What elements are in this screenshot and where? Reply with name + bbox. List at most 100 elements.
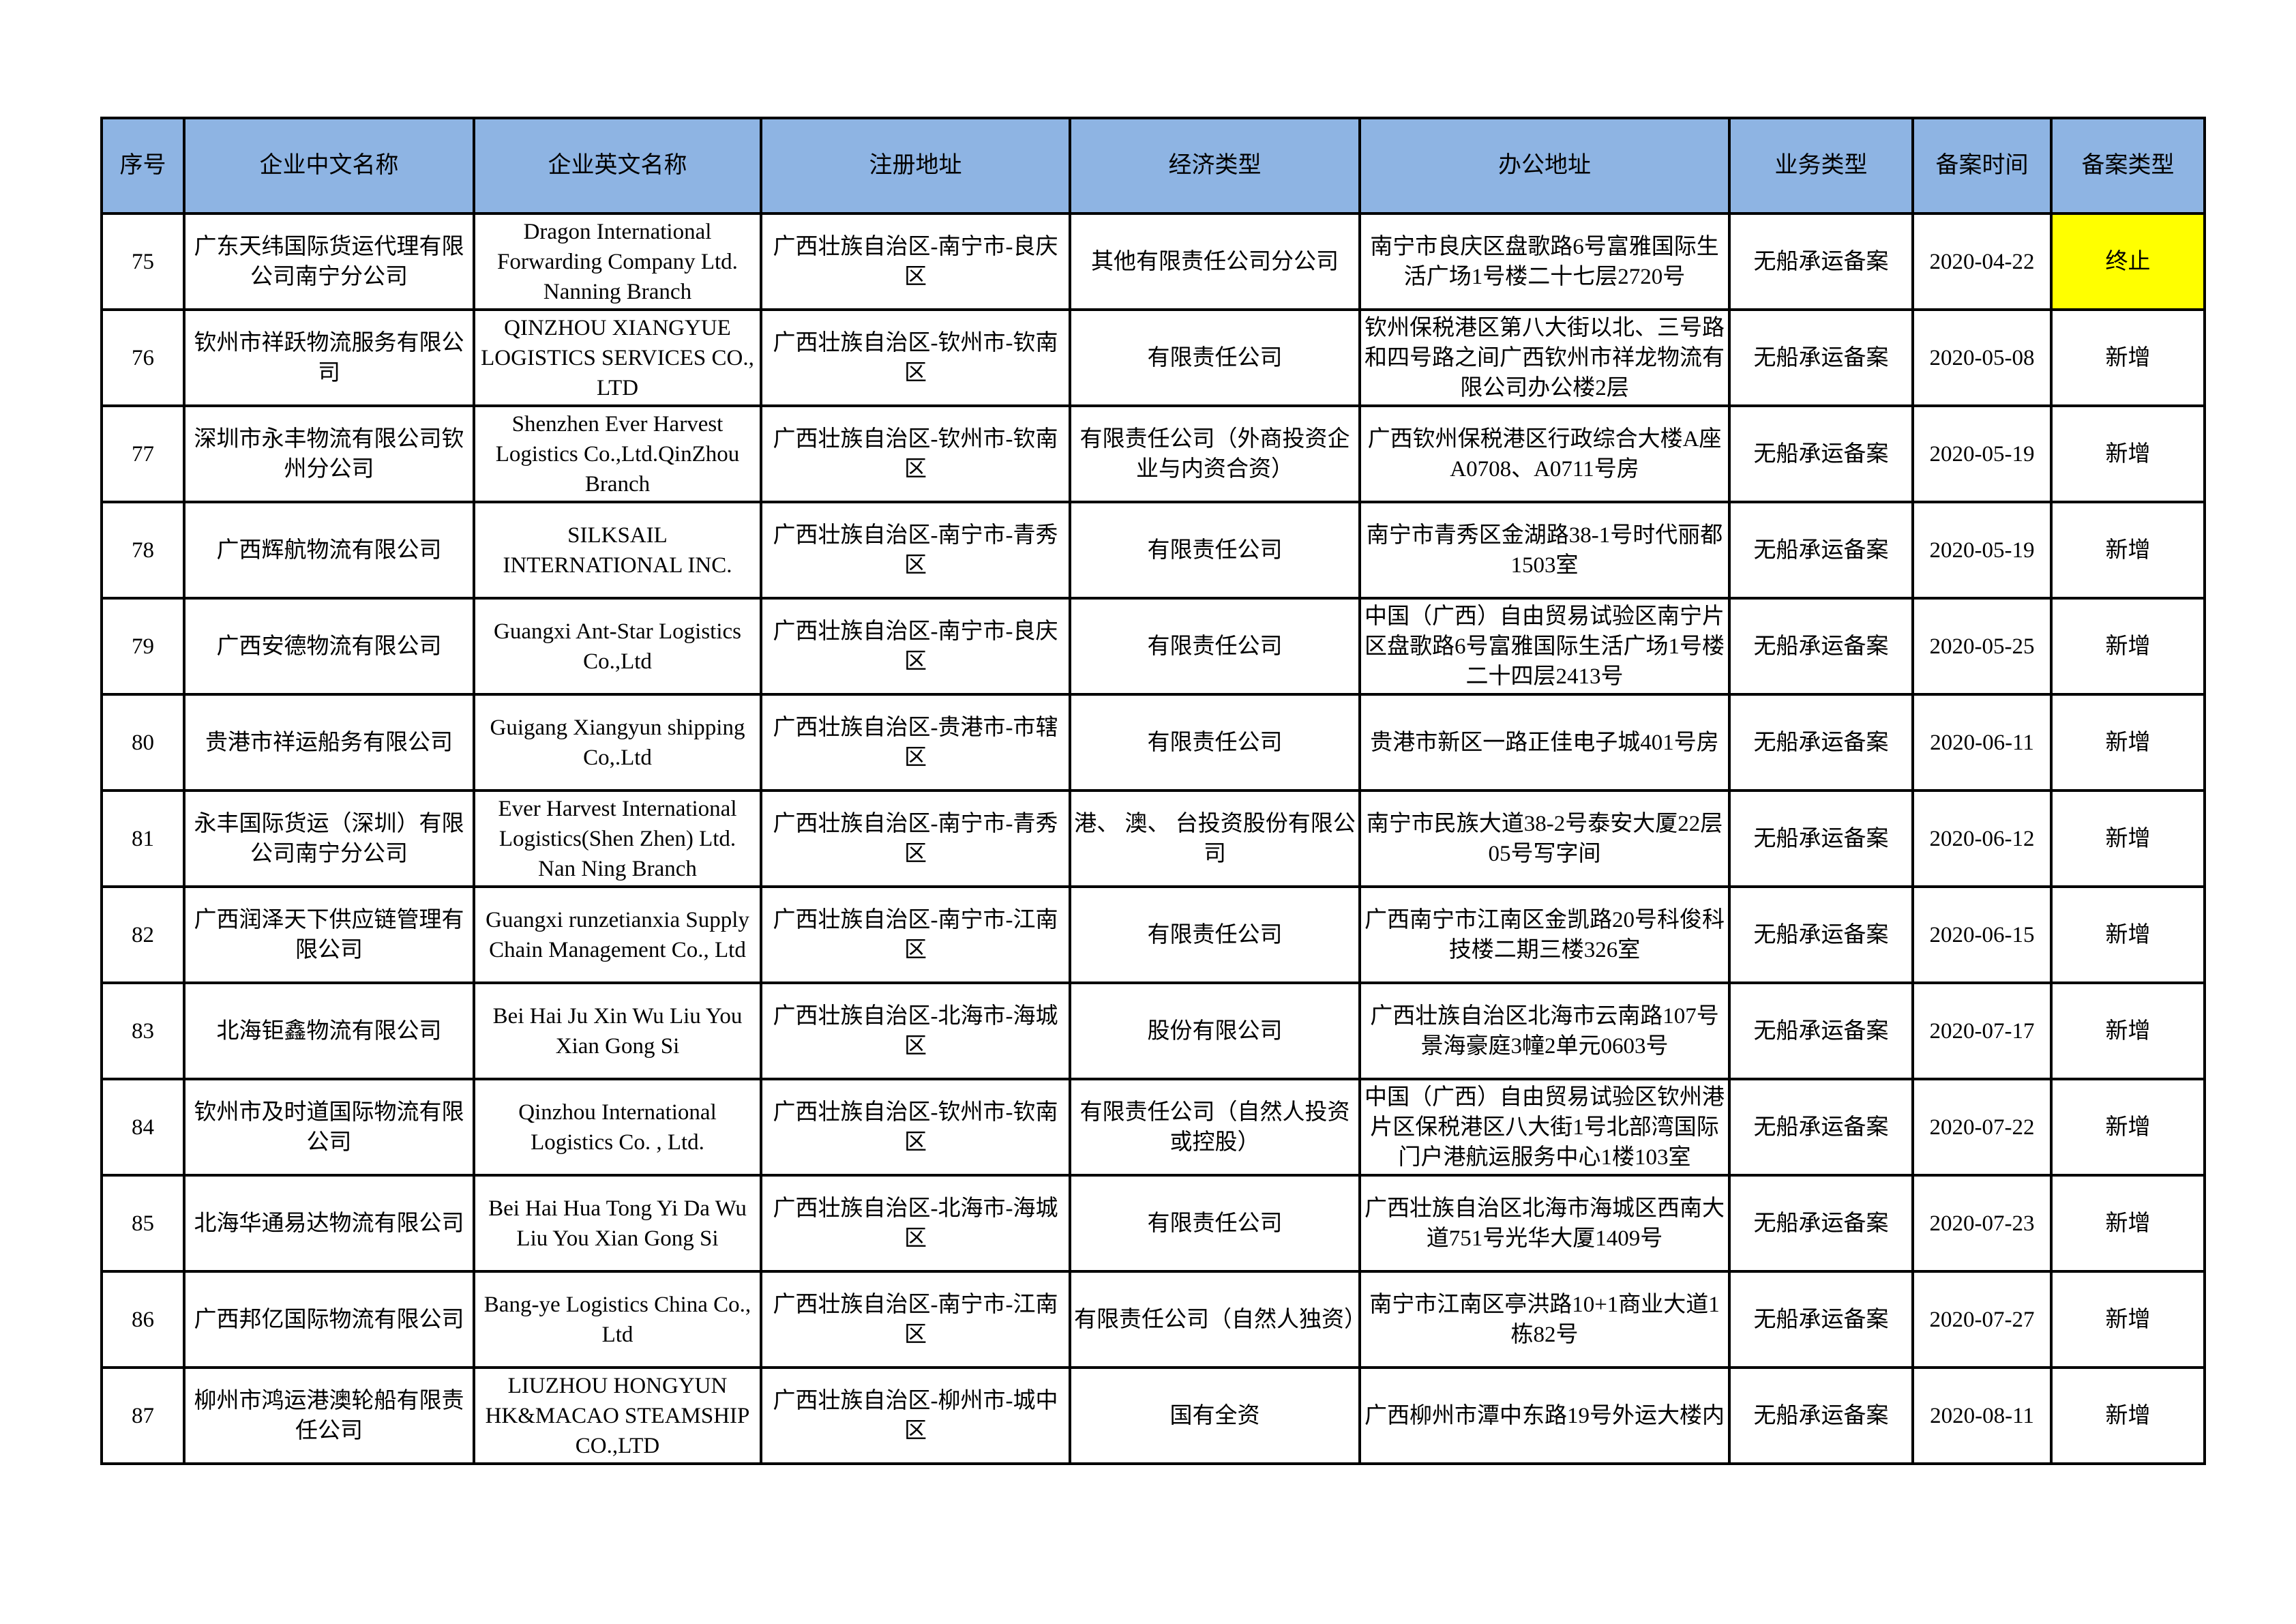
cell-econ-type: 有限责任公司（自然人独资） (1069, 1270, 1367, 1369)
cell-seq: 80 (100, 693, 185, 792)
header-seq: 序号 (100, 117, 185, 215)
table-row: 76 钦州市祥跃物流服务有限公司 QINZHOU XIANGYUE LOGISTIC… (100, 308, 2206, 407)
header-en-name: 企业英文名称 (473, 117, 762, 215)
cell-reg-address: 广西壮族自治区-南宁市-良庆区 (760, 597, 1071, 696)
cell-en-name: Guangxi Ant-Star Logistics Co.,Ltd (473, 597, 762, 696)
cell-en-name: LIUZHOU HONGYUN HK&MACAO STEAMSHIP CO.,L… (473, 1366, 762, 1465)
cell-en-name: Shenzhen Ever Harvest Logistics Co.,Ltd.… (473, 404, 762, 503)
cell-reg-address: 广西壮族自治区-南宁市-江南区 (760, 885, 1071, 984)
cell-econ-type: 有限责任公司（外商投资企业与内资合资） (1069, 404, 1361, 503)
cell-cn-name: 钦州市及时道国际物流有限公司 (183, 1078, 475, 1177)
cell-filing-date: 2020-05-25 (1911, 597, 2053, 696)
cell-cn-name: 深圳市永丰物流有限公司钦州分公司 (183, 404, 475, 503)
cell-office-address: 钦州保税港区第八大街以北、三号路和四号路之间广西钦州市祥龙物流有限公司办公楼2层 (1358, 308, 1731, 407)
cell-office-address: 南宁市良庆区盘歌路6号富雅国际生活广场1号楼二十七层2720号 (1358, 212, 1731, 311)
cell-office-address: 南宁市江南区亭洪路10+1商业大道1栋82号 (1358, 1270, 1731, 1369)
cell-filing-type: 新增 (2050, 404, 2206, 503)
table-row: 84 钦州市及时道国际物流有限公司 Qinzhou International Lo… (100, 1078, 2206, 1177)
cell-reg-address: 广西壮族自治区-柳州市-城中区 (760, 1366, 1071, 1465)
cell-cn-name: 广西邦亿国际物流有限公司 (183, 1270, 475, 1369)
cell-business-type: 无船承运备案 (1728, 981, 1914, 1080)
cell-business-type: 无船承运备案 (1728, 789, 1914, 888)
cell-business-type: 无船承运备案 (1728, 1078, 1914, 1177)
cell-filing-type: 新增 (2050, 693, 2206, 792)
table-row: 77 深圳市永丰物流有限公司钦州分公司 Shenzhen Ever Harvest … (100, 404, 2206, 503)
table-row: 87 柳州市鸿运港澳轮船有限责任公司 LIUZHOU HONGYUN HK&MACA… (100, 1366, 2206, 1465)
cell-filing-date: 2020-07-23 (1911, 1174, 2053, 1273)
cell-office-address: 广西柳州市潭中东路19号外运大楼内 (1358, 1366, 1731, 1465)
header-filing-date: 备案时间 (1911, 117, 2053, 215)
cell-business-type: 无船承运备案 (1728, 212, 1914, 311)
cell-filing-date: 2020-07-22 (1911, 1078, 2053, 1177)
cell-en-name: Bang-ye Logistics China Co., Ltd (473, 1270, 762, 1369)
cell-reg-address: 广西壮族自治区-南宁市-良庆区 (760, 212, 1071, 311)
cell-cn-name: 广西安德物流有限公司 (183, 597, 475, 696)
header-econ-type: 经济类型 (1069, 117, 1361, 215)
cell-filing-date: 2020-08-11 (1911, 1366, 2053, 1465)
cell-en-name: SILKSAIL INTERNATIONAL INC. (473, 501, 762, 600)
cell-seq: 81 (100, 789, 185, 888)
cell-seq: 83 (100, 981, 185, 1080)
cell-seq: 82 (100, 885, 185, 984)
header-reg-address: 注册地址 (760, 117, 1071, 215)
cell-econ-type: 有限责任公司 (1069, 693, 1361, 792)
table-row: 79 广西安德物流有限公司 Guangxi Ant-Star Logistics C… (100, 597, 2206, 696)
cell-business-type: 无船承运备案 (1728, 885, 1914, 984)
cell-filing-date: 2020-06-11 (1911, 693, 2053, 792)
cell-filing-date: 2020-06-15 (1911, 885, 2053, 984)
cell-en-name: Qinzhou International Logistics Co. , Lt… (473, 1078, 762, 1177)
cell-business-type: 无船承运备案 (1728, 1270, 1914, 1369)
cell-business-type: 无船承运备案 (1728, 404, 1914, 503)
cell-filing-type: 新增 (2050, 1270, 2206, 1369)
cell-reg-address: 广西壮族自治区-北海市-海城区 (760, 981, 1071, 1080)
cell-reg-address: 广西壮族自治区-南宁市-青秀区 (760, 789, 1071, 888)
cell-filing-date: 2020-05-08 (1911, 308, 2053, 407)
cell-filing-type: 新增 (2050, 501, 2206, 600)
cell-seq: 78 (100, 501, 185, 600)
cell-seq: 85 (100, 1174, 185, 1273)
cell-econ-type: 其他有限责任公司分公司 (1069, 212, 1361, 311)
cell-cn-name: 广东天纬国际货运代理有限公司南宁分公司 (183, 212, 475, 311)
cell-office-address: 南宁市民族大道38-2号泰安大厦22层05号写字间 (1358, 789, 1731, 888)
cell-econ-type: 港、 澳、 台投资股份有限公司 (1069, 789, 1361, 888)
cell-cn-name: 广西辉航物流有限公司 (183, 501, 475, 600)
cell-business-type: 无船承运备案 (1728, 1174, 1914, 1273)
cell-office-address: 中国（广西）自由贸易试验区钦州港片区保税港区八大街1号北部湾国际门户港航运服务中… (1358, 1078, 1731, 1177)
table-row: 78 广西辉航物流有限公司 SILKSAIL INTERNATIONAL INC. 广… (100, 501, 2206, 600)
cell-en-name: Guigang Xiangyun shipping Co,.Ltd (473, 693, 762, 792)
cell-en-name: Ever Harvest International Logistics(She… (473, 789, 762, 888)
cell-business-type: 无船承运备案 (1728, 308, 1914, 407)
cell-seq: 87 (100, 1366, 185, 1465)
cell-office-address: 广西钦州保税港区行政综合大楼A座A0708、A0711号房 (1358, 404, 1731, 503)
cell-cn-name: 永丰国际货运（深圳）有限公司南宁分公司 (183, 789, 475, 888)
cell-filing-date: 2020-04-22 (1911, 212, 2053, 311)
cell-econ-type: 有限责任公司（自然人投资或控股） (1069, 1078, 1361, 1177)
cell-reg-address: 广西壮族自治区-钦州市-钦南区 (760, 308, 1071, 407)
header-filing-type: 备案类型 (2050, 117, 2206, 215)
cell-econ-type: 有限责任公司 (1069, 1174, 1361, 1273)
cell-econ-type: 国有全资 (1069, 1366, 1361, 1465)
cell-office-address: 广西南宁市江南区金凯路20号科俊科技楼二期三楼326室 (1358, 885, 1731, 984)
cell-filing-date: 2020-05-19 (1911, 501, 2053, 600)
cell-filing-date: 2020-07-27 (1911, 1270, 2053, 1369)
cell-filing-type: 新增 (2050, 981, 2206, 1080)
cell-cn-name: 北海钜鑫物流有限公司 (183, 981, 475, 1080)
cell-filing-type: 新增 (2050, 1078, 2206, 1177)
cell-filing-type: 新增 (2050, 597, 2206, 696)
cell-reg-address: 广西壮族自治区-钦州市-钦南区 (760, 1078, 1071, 1177)
cell-office-address: 南宁市青秀区金湖路38-1号时代丽都1503室 (1358, 501, 1731, 600)
cell-econ-type: 股份有限公司 (1069, 981, 1361, 1080)
cell-business-type: 无船承运备案 (1728, 693, 1914, 792)
cell-filing-type: 终止 (2050, 212, 2206, 311)
table-row: 86 广西邦亿国际物流有限公司 Bang-ye Logistics China Co… (100, 1270, 2206, 1369)
cell-office-address: 广西壮族自治区北海市海城区西南大道751号光华大厦1409号 (1358, 1174, 1731, 1273)
header-business-type: 业务类型 (1728, 117, 1914, 215)
cell-seq: 77 (100, 404, 185, 503)
cell-filing-type: 新增 (2050, 789, 2206, 888)
cell-econ-type: 有限责任公司 (1069, 885, 1361, 984)
cell-cn-name: 柳州市鸿运港澳轮船有限责任公司 (183, 1366, 475, 1465)
cell-filing-type: 新增 (2050, 308, 2206, 407)
filing-table: 序号 企业中文名称 企业英文名称 注册地址 经济类型 办公地址 业务类型 备案时… (100, 117, 2206, 1465)
table-row: 75 广东天纬国际货运代理有限公司南宁分公司 Dragon Internationa… (100, 212, 2206, 311)
header-cn-name: 企业中文名称 (183, 117, 475, 215)
